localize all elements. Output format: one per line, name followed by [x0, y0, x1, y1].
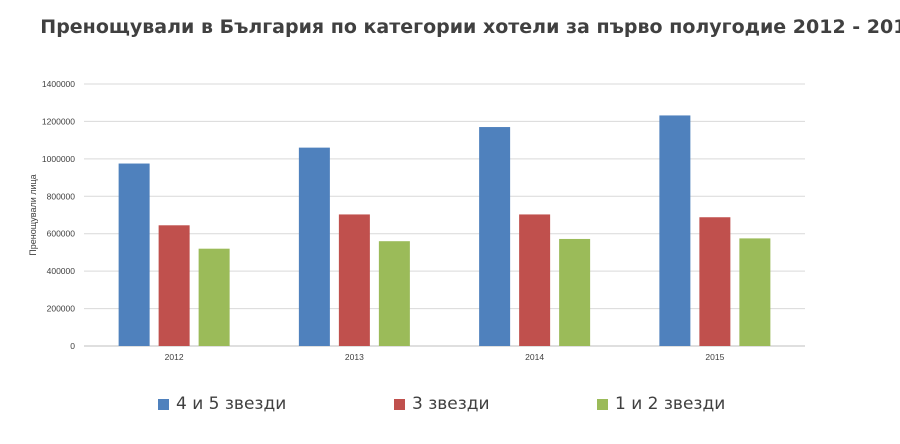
legend-label: 1 и 2 звезди [615, 394, 726, 414]
bar-2013-series-2 [378, 241, 410, 346]
bar-2015-series-2 [739, 238, 771, 346]
y-axis-ticks: 0 200000 400000 600000 800000 1000000 1200000 1… [42, 79, 75, 351]
y-tick-label: 0 [70, 341, 75, 351]
bars [118, 115, 771, 347]
legend: 4 и 5 звезди 3 звезди 1 и 2 звезди [0, 394, 900, 422]
legend-swatch [597, 398, 608, 410]
bar-2012-series-0 [118, 163, 150, 346]
bar-2013-series-0 [298, 147, 330, 346]
y-tick-label: 1000000 [42, 154, 75, 164]
bar-2014-series-2 [559, 238, 591, 346]
x-tick-label: 2013 [345, 352, 364, 362]
bar-2012-series-2 [198, 248, 230, 346]
legend-swatch [394, 398, 405, 410]
bar-2015-series-1 [699, 217, 731, 346]
legend-item: 1 и 2 звезди [597, 394, 725, 414]
x-axis-ticks: 2012 2013 2014 2015 [165, 352, 725, 362]
y-axis-title: Пренощували лица [28, 174, 38, 255]
legend-label: 3 звезди [412, 394, 490, 414]
y-tick-label: 600000 [47, 229, 76, 239]
y-tick-label: 1400000 [42, 79, 75, 89]
x-tick-label: 2012 [165, 352, 184, 362]
bar-2012-series-1 [158, 225, 190, 346]
x-tick-label: 2015 [705, 352, 724, 362]
bar-2015-series-0 [659, 115, 691, 346]
bar-2013-series-1 [338, 214, 370, 346]
bar-2014-series-1 [519, 214, 551, 346]
legend-label: 4 и 5 звезди [176, 394, 287, 414]
y-tick-label: 200000 [47, 304, 76, 314]
x-tick-label: 2014 [525, 352, 544, 362]
legend-swatch [158, 398, 169, 410]
chart-title: Пренощували в България по категории хоте… [40, 16, 900, 38]
y-tick-label: 400000 [47, 266, 76, 276]
gridlines [84, 83, 805, 347]
y-tick-label: 800000 [47, 191, 76, 201]
legend-item: 3 звезди [394, 394, 490, 414]
y-tick-label: 1200000 [42, 116, 75, 126]
legend-item: 4 и 5 звезди [158, 394, 286, 414]
bar-2014-series-0 [479, 127, 511, 347]
